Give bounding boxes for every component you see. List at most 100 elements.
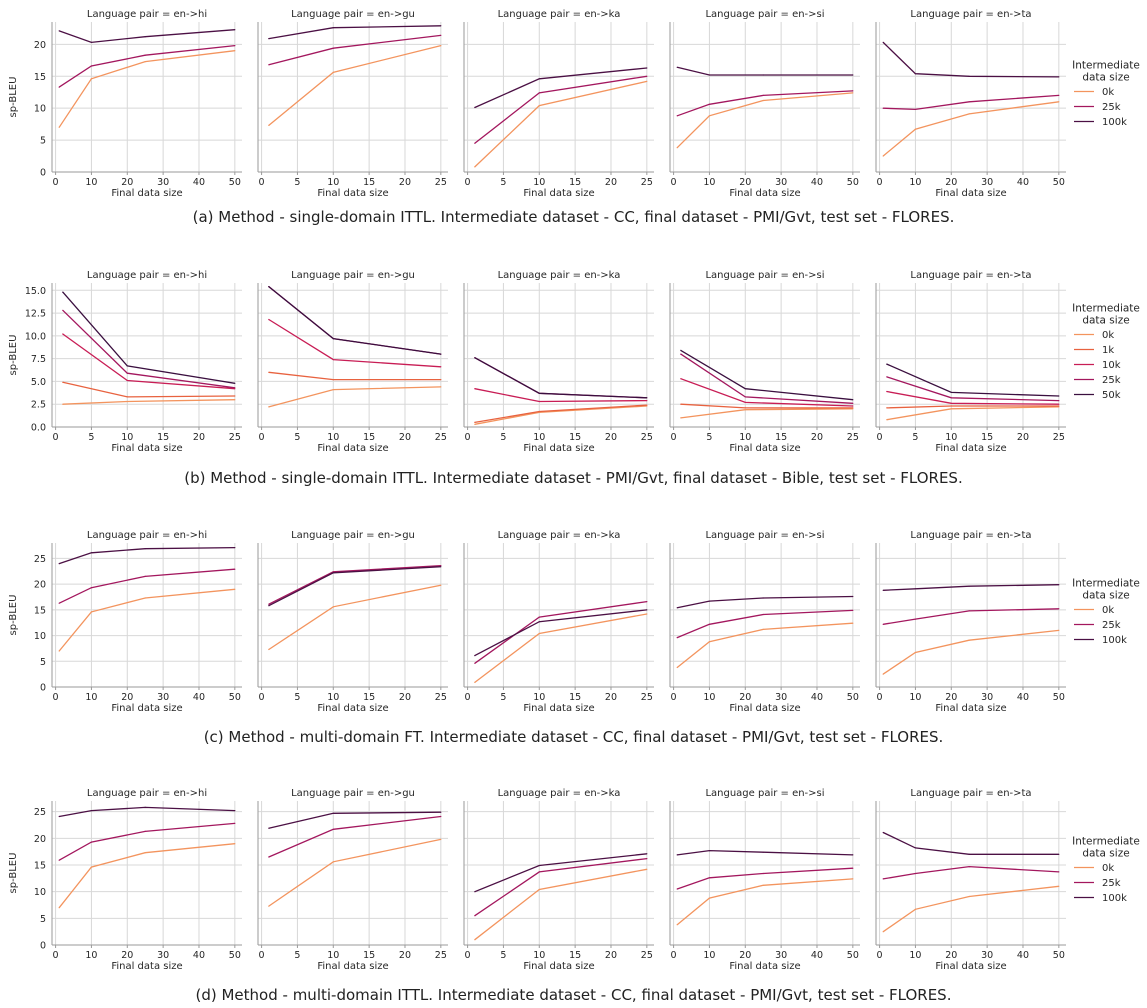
x-tick-label: 10 [739,432,751,443]
x-axis-label: Final data size [729,188,800,199]
x-tick-label: 10 [533,177,545,188]
x-tick-label: 5 [294,692,300,703]
data-point-1k [440,379,442,381]
x-tick-label: 0 [53,177,59,188]
data-point-0k [440,386,442,388]
x-axis-label: Final data size [935,188,1006,199]
data-point-0k [538,105,540,107]
data-point-0k [268,648,270,651]
data-point-100k [90,810,92,812]
legend-label-100k: 100k [1102,635,1127,646]
data-point-25k [708,103,711,105]
x-axis-label: Final data size [111,703,182,714]
data-point-50k [646,397,648,399]
data-point-25k [474,915,476,917]
x-axis-label: Final data size [523,703,594,714]
data-point-25k [440,815,442,818]
data-point-0k [676,666,678,669]
x-tick-label: 20 [605,950,617,961]
data-point-25k [852,609,854,612]
legend-label-0k: 0k [1102,863,1114,874]
x-tick-label: 30 [157,950,169,961]
data-point-10k [886,390,888,393]
data-point-25k [234,45,236,47]
data-point-50k [538,392,540,394]
panel-en->ka: 0 5 10 15 20 25 Language pair = en->ka Final da… [463,9,654,199]
data-point-100k [676,66,678,68]
series-line-25k [883,94,1059,111]
data-point-0k [268,905,270,907]
x-tick-label: 5 [88,432,94,443]
series-line-25k [474,600,647,664]
series-line-25k [886,376,1059,402]
data-point-100k [538,78,540,80]
data-point-100k [474,106,476,109]
caption-c: (c) Method - multi-domain FT. Intermedia… [203,728,944,746]
data-point-100k [474,655,476,657]
x-axis-label: Final data size [317,703,388,714]
data-point-0k [474,939,476,941]
data-point-100k [268,605,270,607]
data-point-0k [914,908,917,910]
data-point-100k [882,589,884,591]
x-tick-label: 25 [435,432,447,443]
x-tick-label: 20 [739,692,751,703]
data-point-50k [852,399,854,401]
x-tick-label: 5 [500,432,506,443]
series-line-0k [474,868,647,941]
y-tick-label: 0 [40,168,46,179]
series-line-0k [882,101,1059,157]
data-point-50k [62,291,64,293]
data-point-0k [762,99,764,102]
series-line-100k [268,566,441,607]
x-tick-label: 30 [775,177,787,188]
caption-a: (a) Method - single-domain ITTL. Interme… [192,208,955,226]
data-point-100k [914,588,917,590]
data-point-10k [680,378,682,380]
data-point-0k [968,895,970,898]
data-point-0k [144,852,146,854]
x-tick-label: 10 [85,950,97,961]
x-tick-label: 10 [327,432,339,443]
data-point-0k [234,588,236,590]
data-point-1k [886,407,888,409]
data-point-50k [744,388,746,390]
data-point-100k [234,29,236,31]
data-point-0k [1058,629,1060,632]
x-tick-label: 20 [605,177,617,188]
series-line-25k [268,34,441,66]
y-axis-label: sp-BLEU [8,595,19,636]
data-point-100k [58,563,60,565]
x-tick-label: 10 [533,950,545,961]
data-point-100k [762,74,764,76]
y-tick-label: 0 [40,941,46,952]
panel-en->gu: 0 5 10 15 20 25 Language pair = en->gu Final da… [257,530,448,714]
data-point-0k [332,606,334,608]
data-point-0k [676,147,678,149]
panel-title: Language pair = en->gu [291,270,415,281]
x-tick-label: 50 [1053,692,1065,703]
x-tick-label: 0 [671,432,677,443]
data-point-50k [126,365,128,367]
data-point-25k [762,613,764,616]
data-point-25k [968,101,970,103]
data-point-0k [708,641,711,643]
data-point-0k [440,45,442,47]
data-point-100k [1058,76,1060,78]
x-tick-label: 15 [363,432,375,443]
data-point-25k [968,866,970,868]
x-tick-label: 5 [706,432,712,443]
y-tick-label: 0 [40,683,46,694]
data-point-0k [332,71,334,73]
data-point-25k [144,575,146,578]
series-line-25k [268,286,441,355]
data-point-0k [646,613,648,615]
panel-title: Language pair = en->si [705,530,824,541]
data-point-10k [646,400,648,402]
panel-title: Language pair = en->hi [87,9,207,20]
data-point-25k [852,402,854,404]
